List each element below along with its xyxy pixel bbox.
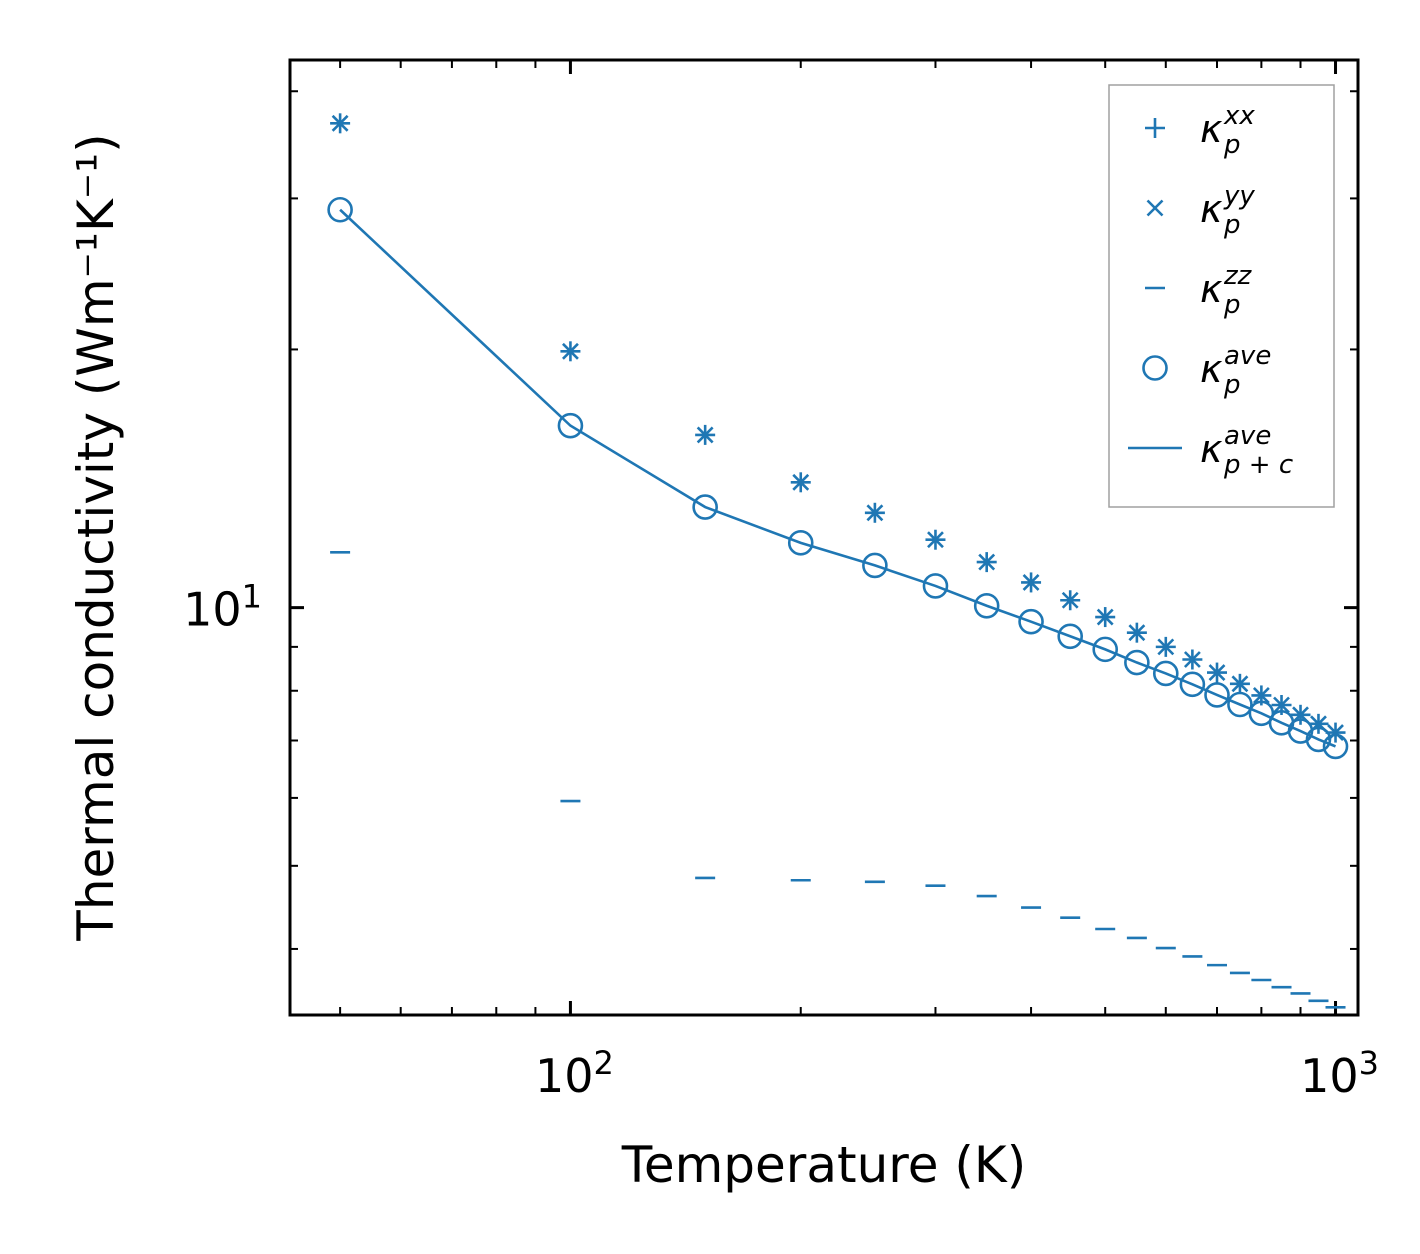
data-point [327, 196, 353, 223]
x-tick-label: 103 [1300, 1044, 1379, 1103]
data-point [866, 504, 884, 522]
data-point [557, 412, 584, 439]
data-point [1128, 624, 1146, 642]
legend-sub: p [1223, 210, 1241, 240]
plot-frame [288, 58, 1360, 1017]
series-kappa_p_ave [327, 196, 1349, 760]
data-point [1157, 638, 1175, 656]
legend-label: κ [1200, 427, 1223, 471]
legend-sup: ave [1224, 341, 1271, 371]
data-point [692, 494, 718, 520]
x-axis-title: Temperature (K) [621, 1136, 1026, 1194]
data-point [1273, 696, 1290, 714]
data-point [562, 342, 579, 360]
data-point [696, 426, 714, 444]
y-tick-label: 101 [183, 578, 262, 637]
series-kappa_p+c_ave [339, 208, 1337, 748]
legend-sub: p [1223, 290, 1241, 320]
data-point [792, 473, 810, 491]
legend-sup: xx [1223, 101, 1255, 131]
data-point [1057, 623, 1083, 650]
series-line [339, 208, 1337, 748]
data-point [1152, 660, 1179, 687]
data-point [1252, 687, 1270, 704]
legend-sub: p [1223, 370, 1241, 400]
data-point [862, 552, 888, 579]
tick-labels: 102 103 101 [183, 578, 1379, 1103]
legend-sup: yy [1223, 181, 1255, 211]
data-point [1179, 671, 1206, 698]
data-point [922, 573, 949, 599]
data-point [1092, 636, 1119, 663]
x-tick-label: 102 [535, 1044, 614, 1103]
legend-marker [1142, 355, 1168, 381]
data-series [327, 113, 1349, 1009]
data-point [1124, 649, 1150, 676]
data-point [927, 531, 944, 549]
data-point [1322, 733, 1349, 760]
data-point [1208, 664, 1226, 681]
legend-sub: p + c [1223, 450, 1293, 480]
data-point [1305, 726, 1332, 753]
data-point [331, 114, 349, 132]
data-point [1022, 574, 1040, 591]
legend-label: κ [1200, 347, 1223, 391]
legend-sup: zz [1223, 261, 1253, 291]
legend-sub: p [1223, 130, 1241, 160]
data-point [1018, 608, 1044, 635]
series-kappa_p_zz [330, 551, 1346, 1009]
legend-marker [1145, 118, 1165, 138]
y-axis-title: Thermal conductivity (Wm⁻¹K⁻¹) [67, 133, 125, 941]
legend-entry: κ xxp [1145, 101, 1255, 160]
legend-sup: ave [1224, 421, 1271, 451]
legend-marker [1146, 199, 1164, 217]
data-point [1061, 591, 1079, 609]
data-point [978, 553, 996, 571]
data-point [1231, 675, 1249, 693]
data-point [1096, 608, 1114, 626]
data-point [1204, 682, 1230, 708]
legend-label: κ [1200, 107, 1223, 151]
data-point [1248, 700, 1275, 727]
legend-entry: κ zzp [1145, 261, 1253, 320]
data-point [1183, 651, 1201, 668]
legend-frame [1108, 84, 1335, 508]
data-point [787, 530, 814, 556]
legend-entry: κ yyp [1146, 181, 1255, 240]
data-point [973, 592, 1000, 619]
data-point [1227, 691, 1253, 718]
legend-label: κ [1200, 267, 1223, 311]
legend-label: κ [1200, 187, 1223, 231]
